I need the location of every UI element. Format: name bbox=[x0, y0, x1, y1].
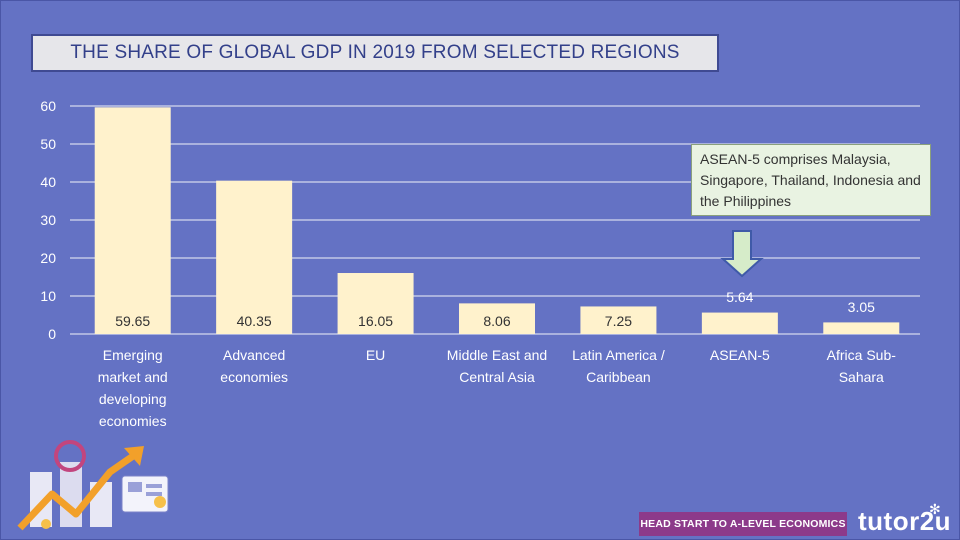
value-label: 40.35 bbox=[237, 313, 272, 329]
y-tick-label: 0 bbox=[48, 326, 56, 342]
category-label: Latin America / bbox=[572, 347, 665, 363]
y-tick-label: 40 bbox=[40, 174, 56, 190]
bar bbox=[459, 303, 535, 334]
category-label: Sahara bbox=[839, 369, 884, 385]
chart-title: THE SHARE OF GLOBAL GDP IN 2019 FROM SEL… bbox=[31, 34, 719, 72]
callout-arrow bbox=[720, 230, 764, 278]
category-label: Emerging bbox=[103, 347, 163, 363]
sparkle-icon: ✻ bbox=[929, 501, 941, 517]
y-tick-label: 60 bbox=[40, 98, 56, 114]
footer-tagline: HEAD START TO A-LEVEL ECONOMICS bbox=[639, 512, 847, 536]
bar bbox=[823, 322, 900, 334]
value-label: 59.65 bbox=[115, 313, 150, 329]
bar bbox=[701, 312, 778, 334]
category-label: market and bbox=[98, 369, 168, 385]
chart-annotation: ASEAN-5 comprises Malaysia, Singapore, T… bbox=[691, 144, 931, 216]
category-label: economies bbox=[99, 413, 167, 429]
value-label: 8.06 bbox=[483, 313, 510, 329]
growth-illustration-icon bbox=[17, 440, 169, 531]
category-label: Africa Sub- bbox=[827, 347, 897, 363]
category-label: Advanced bbox=[223, 347, 285, 363]
y-tick-label: 10 bbox=[40, 288, 56, 304]
value-label: 16.05 bbox=[358, 313, 393, 329]
category-label: developing bbox=[99, 391, 167, 407]
category-label: Middle East and bbox=[447, 347, 547, 363]
y-tick-label: 30 bbox=[40, 212, 56, 228]
value-label: 3.05 bbox=[848, 299, 875, 315]
category-label: economies bbox=[220, 369, 288, 385]
y-tick-label: 50 bbox=[40, 136, 56, 152]
bar bbox=[94, 107, 171, 334]
category-label: Central Asia bbox=[459, 369, 535, 385]
category-label: EU bbox=[366, 347, 385, 363]
bar bbox=[216, 180, 293, 334]
value-label: 7.25 bbox=[605, 313, 632, 329]
bar bbox=[337, 273, 414, 334]
category-label: ASEAN-5 bbox=[710, 347, 770, 363]
y-tick-label: 20 bbox=[40, 250, 56, 266]
bar bbox=[580, 306, 657, 334]
category-label: Caribbean bbox=[586, 369, 651, 385]
brand-logo: tutor2u bbox=[858, 506, 952, 536]
value-label: 5.64 bbox=[726, 289, 753, 305]
